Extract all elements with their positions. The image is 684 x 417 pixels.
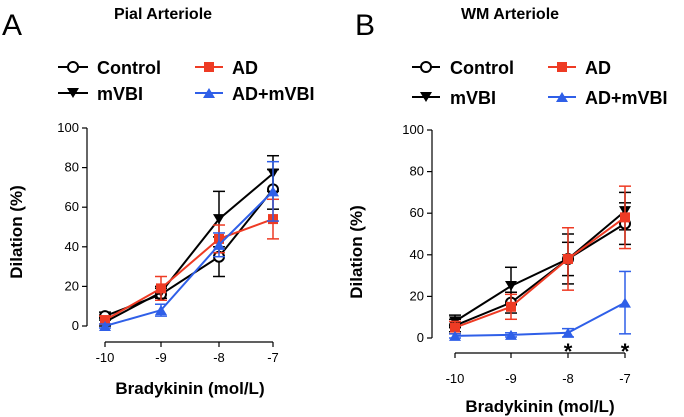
panel-b-y-tick-label: 100 [402, 122, 424, 137]
panel-b-point-ad_mvbi [562, 327, 574, 338]
panel-b-line-mvbi [454, 210, 626, 323]
legend-b-control: Control [412, 58, 514, 78]
legend-a-ad-mvbi: AD+mVBI [195, 84, 315, 104]
panel-b-y-tick-label: 20 [410, 288, 424, 303]
legend-b-mvbi: mVBI [412, 88, 496, 108]
panel-b-line-ad [454, 216, 626, 329]
panel-letter-b: B [355, 9, 375, 42]
panel-b-ylabel: Dilation (%) [347, 205, 366, 299]
panel-b-x-tick-label: -9 [505, 371, 517, 386]
panel-a-line-control [104, 188, 274, 318]
panel-b-point-ad [563, 253, 573, 264]
panel-a-y-tick-label: 60 [65, 199, 79, 214]
panel-b-y-tick-label: 60 [410, 205, 424, 220]
panel-b-legend: Control mVBI AD AD+mVBI [412, 58, 668, 108]
panel-b-point-ad [620, 212, 630, 223]
panel-a-point-ad [100, 315, 110, 326]
panel-a-point-ad [156, 283, 166, 294]
panel-a-y-tick-label: 40 [65, 239, 79, 254]
panel-a-line-mvbi [104, 172, 274, 323]
legend-a-control-label: Control [97, 58, 161, 78]
panel-b-y-tick-label: 0 [417, 330, 424, 345]
legend-b-ad-mvbi-label: AD+mVBI [585, 88, 668, 108]
panel-a-point-ad_mvbi [267, 186, 279, 197]
legend-a-ad-mvbi-label: AD+mVBI [232, 84, 315, 104]
panel-b-y-tick-label: 80 [410, 164, 424, 179]
panel-a-x-tick-label: -10 [96, 350, 115, 365]
panel-a-line-ad [104, 218, 274, 321]
legend-a-mvbi: mVBI [58, 84, 143, 104]
panel-b-point-ad [450, 322, 460, 333]
panel-a: A Pial Arteriole Control mVBI AD AD+m [2, 6, 315, 398]
legend-b-ad-label: AD [585, 58, 611, 78]
panel-b-point-ad_mvbi [505, 329, 517, 340]
panel-letter-a: A [2, 9, 22, 42]
panel-a-axes: 0 20 40 60 80 100 -10 -9 -8 -7 [57, 120, 278, 365]
panel-b-line-ad_mvbi [454, 301, 626, 337]
panel-b-point-ad_mvbi [449, 330, 461, 341]
legend-b-control-label: Control [450, 58, 514, 78]
panel-a-title: Pial Arteriole [114, 6, 212, 23]
panel-b-title: WM Arteriole [461, 6, 559, 23]
panel-b-axes: 0 20 40 60 80 100 -10 -9 -8 -7 [402, 122, 630, 386]
legend-b-ad: AD [548, 58, 611, 78]
panel-b-significance-star: * [564, 339, 573, 364]
legend-a-control: Control [58, 58, 161, 78]
panel-a-point-ad_mvbi [155, 305, 167, 316]
panel-b-series-ad [449, 185, 631, 335]
panel-b-point-ad_mvbi [619, 297, 631, 308]
panel-a-x-tick-label: -8 [213, 350, 225, 365]
legend-b-ad-mvbi: AD+mVBI [548, 88, 668, 108]
panel-a-series-ad [99, 198, 279, 326]
panel-a-legend: Control mVBI AD AD+mVBI [58, 58, 315, 104]
panel-b-xlabel: Bradykinin (mol/L) [465, 397, 614, 416]
panel-b-series-ad_mvbi [449, 270, 631, 341]
panel-b-series-control [449, 202, 631, 333]
panel-b-point-mvbi [505, 281, 517, 291]
panel-b-x-tick-label: -7 [619, 371, 631, 386]
legend-b-mvbi-label: mVBI [450, 88, 496, 108]
panel-a-xlabel: Bradykinin (mol/L) [115, 379, 264, 398]
panel-b-series-mvbi [449, 191, 631, 329]
panel-a-plot [99, 154, 279, 331]
panel-b-y-tick-label: 40 [410, 247, 424, 262]
legend-a-ad: AD [195, 58, 258, 78]
panel-a-x-tick-label: -9 [155, 350, 167, 365]
panel-a-y-tick-label: 20 [65, 278, 79, 293]
panel-a-series-ad_mvbi [99, 160, 279, 331]
panel-b-point-ad [506, 301, 516, 312]
panel-a-y-tick-label: 100 [57, 120, 79, 135]
panel-b-line-control [454, 222, 626, 327]
panel-b-x-tick-label: -10 [446, 371, 465, 386]
panel-a-series-mvbi [99, 154, 279, 328]
panel-b-significance-star: * [621, 339, 630, 364]
panel-b-x-tick-label: -8 [562, 371, 574, 386]
panel-b-plot: * * [449, 185, 631, 364]
panel-a-line-ad_mvbi [104, 190, 274, 327]
panel-a-ylabel: Dilation (%) [7, 185, 26, 279]
panel-a-point-mvbi [213, 214, 225, 225]
panel-a-y-tick-label: 80 [65, 160, 79, 175]
panel-a-y-tick-label: 0 [72, 318, 79, 333]
panel-a-point-ad_mvbi [213, 239, 225, 250]
panel-a-x-tick-label: -7 [267, 350, 279, 365]
panel-a-point-ad_mvbi [99, 321, 111, 331]
legend-a-mvbi-label: mVBI [97, 84, 143, 104]
panel-b: B WM Arteriole Control mVBI AD AD+mVB [347, 6, 668, 416]
legend-a-ad-label: AD [232, 58, 258, 78]
